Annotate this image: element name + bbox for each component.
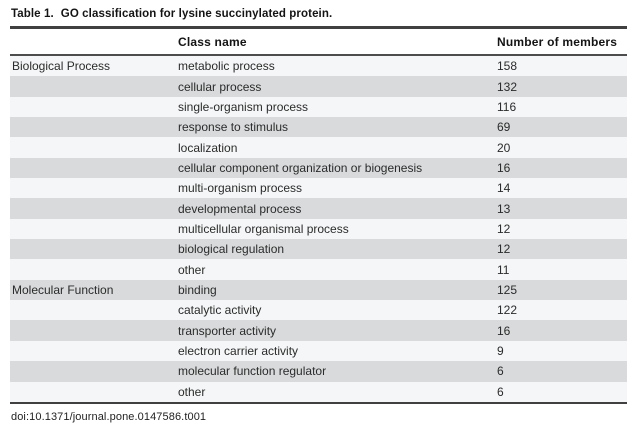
members-cell: 69 <box>497 120 511 135</box>
table-header-row: Class name Number of members <box>10 29 627 56</box>
table-row: transporter activity 16 <box>10 320 627 341</box>
table-row: Biological Process metabolic process 158 <box>10 56 627 77</box>
category-cell: Biological Process <box>12 59 111 74</box>
table-row: Molecular Function binding 125 <box>10 279 627 301</box>
class-name-cell: multi-organism process <box>178 181 303 196</box>
table-title-text: GO classification for lysine succinylate… <box>60 8 333 20</box>
table-row: localization 20 <box>10 137 627 158</box>
table-row: cellular process 132 <box>10 76 627 97</box>
members-cell: 12 <box>497 221 511 236</box>
members-cell: 13 <box>497 201 511 216</box>
class-name-cell: localization <box>178 140 238 155</box>
table-body: Biological Process metabolic process 158… <box>10 56 627 402</box>
table-row: multicellular organismal process 12 <box>10 218 627 240</box>
members-cell: 122 <box>497 303 518 318</box>
table-title: Table 1. GO classification for lysine suc… <box>10 7 627 26</box>
class-name-cell: cellular component organization or bioge… <box>178 160 423 175</box>
class-name-cell: transporter activity <box>178 323 277 338</box>
table-row: molecular function regulator 6 <box>10 361 627 382</box>
table-row: other 11 <box>10 259 627 280</box>
table-row: multi-organism process 14 <box>10 178 627 199</box>
members-cell: 6 <box>497 384 504 399</box>
class-name-cell: other <box>178 262 206 277</box>
members-cell: 14 <box>497 181 511 196</box>
table-row: cellular component organization or bioge… <box>10 157 627 179</box>
class-name-cell: metabolic process <box>178 59 275 74</box>
category-cell: Molecular Function <box>12 282 114 297</box>
class-name-cell: cellular process <box>178 79 262 94</box>
table-row: response to stimulus 69 <box>10 117 627 138</box>
members-cell: 11 <box>497 262 510 277</box>
members-cell: 16 <box>497 323 511 338</box>
class-name-cell: biological regulation <box>178 242 285 257</box>
members-cell: 12 <box>497 242 511 257</box>
class-name-cell: molecular function regulator <box>178 364 327 379</box>
members-cell: 125 <box>497 282 518 297</box>
class-name-cell: single-organism process <box>178 99 309 114</box>
members-cell: 9 <box>497 343 504 358</box>
doi-caption: doi:10.1371/journal.pone.0147586.t001 <box>11 410 207 423</box>
class-name-cell: electron carrier activity <box>178 343 299 358</box>
members-cell: 20 <box>497 140 511 155</box>
members-cell: 132 <box>497 79 518 94</box>
class-name-cell: multicellular organismal process <box>178 221 349 236</box>
table-title-number: Table 1. <box>11 8 54 20</box>
table-row: biological regulation 12 <box>10 239 627 260</box>
column-header-number-of-members: Number of members <box>497 34 618 49</box>
table-row: single-organism process 116 <box>10 96 627 118</box>
class-name-cell: other <box>178 384 206 399</box>
members-cell: 6 <box>497 364 504 379</box>
members-cell: 116 <box>497 99 517 114</box>
table-row: electron carrier activity 9 <box>10 340 627 362</box>
class-name-cell: response to stimulus <box>178 120 289 135</box>
class-name-cell: catalytic activity <box>178 303 262 318</box>
class-name-cell: developmental process <box>178 201 302 216</box>
table-row: developmental process 13 <box>10 198 627 219</box>
table-row: catalytic activity 122 <box>10 300 627 321</box>
table-row: other 6 <box>10 381 627 402</box>
members-cell: 16 <box>497 160 511 175</box>
class-name-cell: binding <box>178 282 217 297</box>
go-classification-table: Class name Number of members Biological … <box>10 26 627 404</box>
members-cell: 158 <box>497 59 518 74</box>
column-header-class-name: Class name <box>178 34 247 49</box>
